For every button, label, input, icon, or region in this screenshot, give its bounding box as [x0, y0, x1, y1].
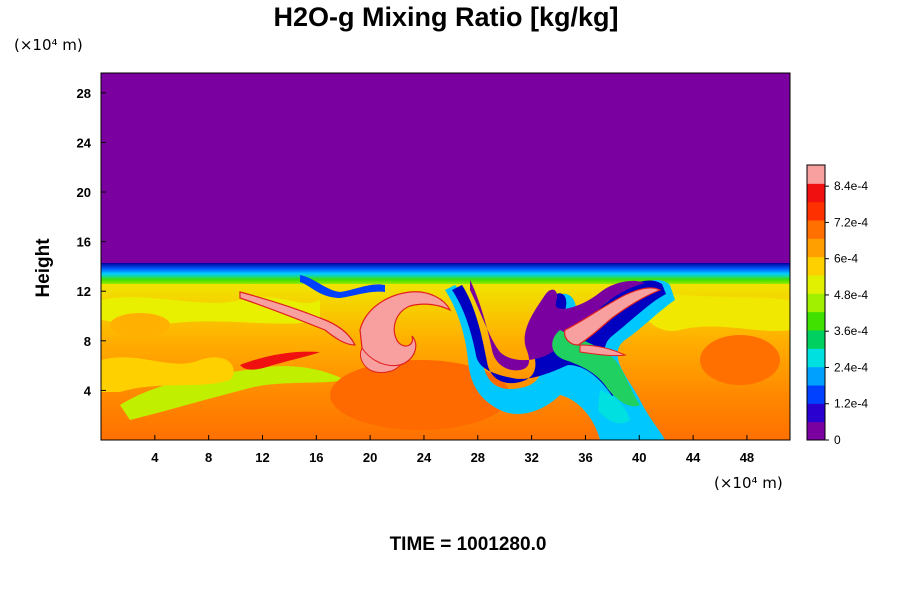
- cyan-plume: [598, 390, 630, 424]
- y-tick-label: 24: [77, 135, 92, 150]
- time-label: TIME = 1001280.0: [390, 534, 547, 555]
- x-axis: 4 8 12 16 20 24 28 32 36 40 44 48: [151, 435, 754, 465]
- x-tick-label: 20: [363, 450, 377, 465]
- colorbar-segment: [807, 330, 825, 349]
- x-tick-label: 36: [578, 450, 592, 465]
- colorbar-tick-label: 4.8e-4: [834, 288, 868, 302]
- colorbar-tick-label: 0: [834, 433, 841, 447]
- colorbar-segment: [807, 275, 825, 294]
- transition-band: [101, 263, 790, 287]
- chart-title: H2O-g Mixing Ratio [kg/kg]: [273, 2, 618, 32]
- red-streak: [240, 351, 320, 370]
- pink-tongue-right-lower: [579, 344, 627, 357]
- filament-right: [640, 290, 790, 332]
- x-tick-label: 44: [686, 450, 701, 465]
- colorbar-segment: [807, 421, 825, 441]
- y-tick-label: 4: [84, 383, 92, 398]
- pink-tongue-right: [564, 287, 662, 346]
- colorbar-segment: [807, 165, 825, 184]
- orange-patch-left: [110, 313, 170, 337]
- x-tick-label: 40: [632, 450, 646, 465]
- colorbar-segment: [807, 293, 825, 313]
- x-tick-label: 48: [740, 450, 754, 465]
- x-tick-label: 12: [255, 450, 269, 465]
- pink-blob-center: [359, 347, 402, 373]
- colorbar-tick-label: 1.2e-4: [834, 397, 868, 411]
- orange-core: [330, 360, 510, 430]
- colorbar-segment: [807, 220, 825, 239]
- x-tick-label: 8: [205, 450, 212, 465]
- colorbar-segment: [807, 366, 825, 386]
- y-axis-label: Height: [33, 238, 54, 298]
- x-unit-label: (×10⁴ m): [714, 474, 783, 492]
- colorbar-segment: [807, 256, 825, 276]
- colorbar-tick-label: 3.6e-4: [834, 324, 868, 338]
- heatmap-field: [101, 73, 790, 440]
- x-tick-label: 16: [309, 450, 323, 465]
- y-unit-label: (×10⁴ m): [14, 36, 83, 54]
- y-tick-label: 20: [77, 185, 91, 200]
- colorbar-segment: [807, 238, 825, 258]
- x-tick-label: 28: [471, 450, 485, 465]
- colorbar-frame: [806, 164, 826, 441]
- filament-lower-yellow: [101, 357, 234, 392]
- colorbar-tick-label: 6e-4: [834, 252, 858, 266]
- y-tick-label: 12: [77, 284, 91, 299]
- x-tick-label: 4: [151, 450, 159, 465]
- x-tick-label: 32: [524, 450, 538, 465]
- colorbar-segment: [807, 201, 825, 221]
- y-axis: 4 8 12 16 20 24 28: [77, 86, 106, 398]
- colorbar-segment: [807, 403, 825, 423]
- y-tick-label: 16: [77, 235, 91, 250]
- colorbar-tick-label: 7.2e-4: [834, 215, 868, 229]
- filament-left-green: [120, 366, 345, 420]
- green-plume: [552, 330, 640, 407]
- y-tick-label: 8: [84, 334, 91, 349]
- pink-tongue-left: [239, 291, 356, 346]
- plot-frame: [100, 72, 791, 441]
- orange-patch-right: [700, 335, 780, 385]
- colorbar-tick-label: 2.4e-4: [834, 360, 868, 374]
- colorbar-segment: [807, 183, 825, 203]
- colorbar-segment: [807, 311, 825, 331]
- y-tick-label: 28: [77, 86, 91, 101]
- left-bump: [300, 275, 385, 298]
- colorbar-segment: [807, 385, 825, 404]
- x-tick-label: 24: [417, 450, 432, 465]
- dry-intrusion-purple: [470, 280, 645, 371]
- colorbar-tick-label: 8.4e-4: [834, 179, 868, 193]
- colorbar-segment: [807, 348, 825, 368]
- colorbar: 0 1.2e-4 2.4e-4 3.6e-4 4.8e-4 6e-4 7.2e-4 8.4e-…: [806, 164, 868, 447]
